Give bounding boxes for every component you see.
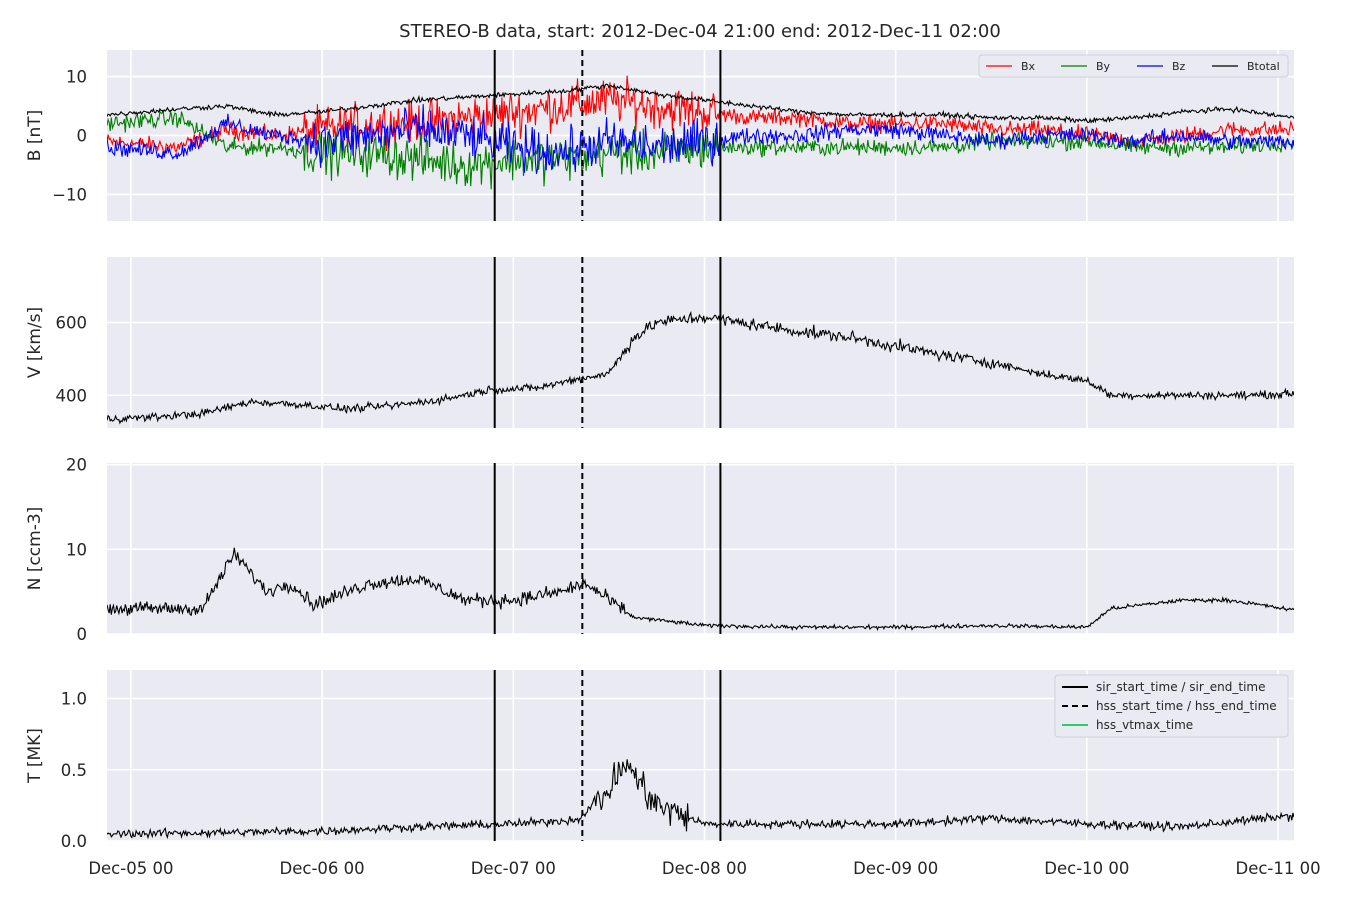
y-tick-label: 0 [77, 127, 88, 146]
series-group [107, 75, 1294, 190]
series-line-n [107, 547, 1294, 632]
x-tick-label: Dec-10 00 [1044, 859, 1129, 878]
legend-box [978, 54, 1289, 78]
y-axis-label: B [nT] [25, 110, 45, 162]
panel-N: 20 10 0 N [ccm-3] [25, 456, 1294, 644]
panels: 10 0 −10 B [nT] Bx By Bz Btotal 600 400 V [km/s] 20… [25, 50, 1294, 851]
legend-label: sir_start_time / sir_end_time [1096, 680, 1266, 694]
panel-B: 10 0 −10 B [nT] Bx By Bz Btotal [25, 50, 1294, 221]
series-line-bz [107, 104, 1294, 174]
series-line-btotal [107, 83, 1294, 124]
legend-label: By [1096, 60, 1111, 73]
plot-area [107, 463, 1294, 634]
legend-label: hss_start_time / hss_end_time [1096, 699, 1277, 713]
legend-label: Bz [1172, 60, 1186, 73]
legend-markers: sir_start_time / sir_end_time hss_start_t… [1054, 674, 1289, 738]
y-axis-label: N [ccm-3] [25, 507, 45, 591]
series-line-by [107, 110, 1294, 190]
y-tick-label: 400 [56, 386, 88, 405]
legend-label: Btotal [1247, 60, 1280, 73]
x-tick-label: Dec-05 00 [88, 859, 173, 878]
series-line-t [107, 759, 1294, 840]
legend-label: hss_vtmax_time [1096, 718, 1193, 732]
panel-V: 600 400 V [km/s] [25, 257, 1294, 428]
x-axis: Dec-05 00 Dec-06 00 Dec-07 00 Dec-08 00 Dec-… [88, 859, 1320, 878]
y-tick-label: −10 [52, 185, 87, 204]
y-axis-label: V [km/s] [25, 307, 45, 378]
y-tick-label: 10 [66, 540, 87, 559]
y-tick-label: 600 [56, 313, 88, 332]
y-tick-label: 0.5 [61, 761, 87, 780]
legend-label: Bx [1021, 60, 1036, 73]
y-axis-label: T [MK] [25, 728, 45, 784]
y-tick-label: 0.0 [61, 832, 87, 851]
series-group [107, 310, 1294, 425]
x-tick-label: Dec-06 00 [280, 859, 365, 878]
y-tick-label: 1.0 [61, 690, 87, 709]
y-tick-label: 0 [77, 625, 88, 644]
x-tick-label: Dec-08 00 [662, 859, 747, 878]
series-group [107, 759, 1294, 840]
legend-box [1054, 674, 1289, 738]
y-tick-label: 10 [66, 68, 87, 87]
x-tick-label: Dec-09 00 [853, 859, 938, 878]
series-line-v [107, 310, 1294, 425]
panel-T: 1.0 0.5 0.0 T [MK] sir_start_time / sir_end_… [25, 670, 1294, 851]
x-tick-label: Dec-11 00 [1236, 859, 1321, 878]
chart-title: STEREO-B data, start: 2012-Dec-04 21:00 … [399, 21, 1001, 42]
y-tick-label: 20 [66, 456, 87, 475]
x-tick-label: Dec-07 00 [471, 859, 556, 878]
series-group [107, 547, 1294, 632]
plot-area [107, 257, 1294, 428]
legend-b: Bx By Bz Btotal [978, 54, 1289, 78]
